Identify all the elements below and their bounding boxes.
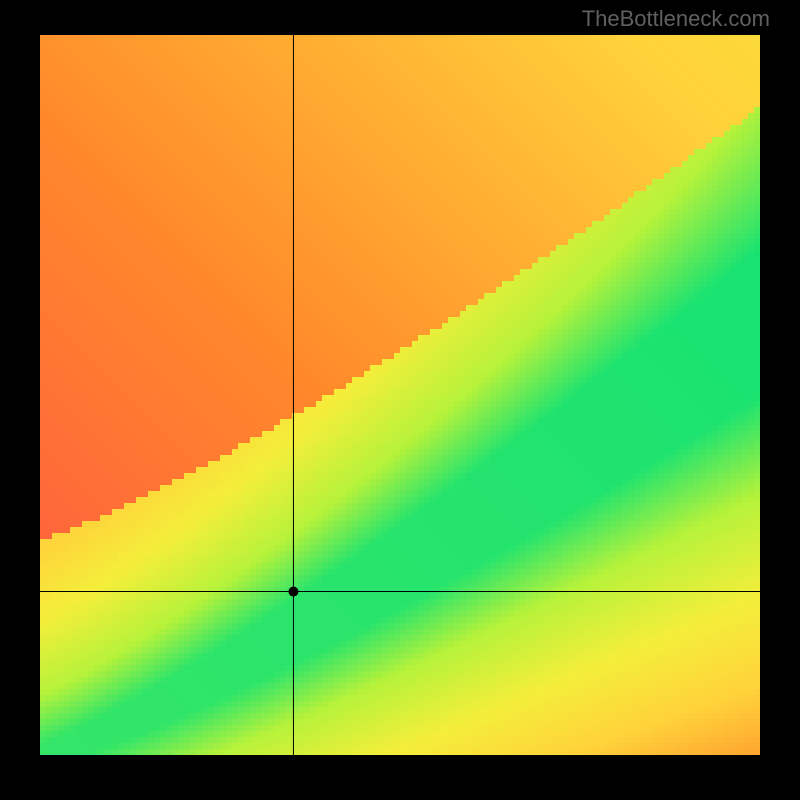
watermark-text: TheBottleneck.com (582, 6, 770, 32)
bottleneck-heatmap (0, 0, 800, 800)
